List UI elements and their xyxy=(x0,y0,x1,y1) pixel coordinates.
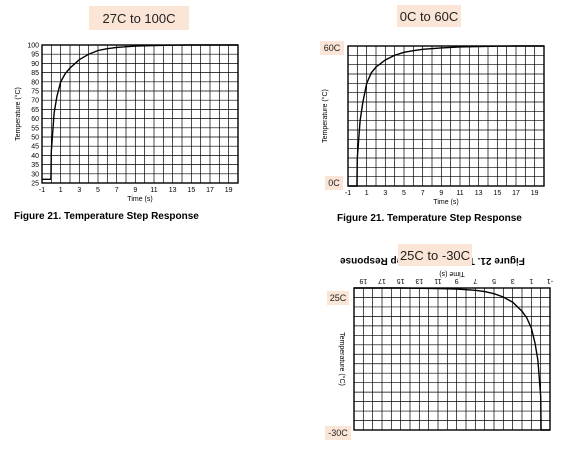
chart-2-series-line xyxy=(348,45,544,187)
chart-1-x-tick-label: 13 xyxy=(169,187,177,194)
chart-3-plot-frame xyxy=(353,287,551,431)
chart-1-x-tick-label: -1 xyxy=(39,187,45,194)
chart-3-x-tick-label: 13 xyxy=(415,277,423,284)
chart-1-y-tick-label: 85 xyxy=(31,70,39,77)
chart-2-y-axis-label: Temperature (°C) xyxy=(321,89,329,143)
chart-1-y-tick-label: 75 xyxy=(31,89,39,96)
chart-panel-3: Figure 21. Temperature Step Response -11… xyxy=(290,240,580,452)
chart-3-x-tick-label: 11 xyxy=(434,277,441,284)
chart-2-x-tick-label: 11 xyxy=(456,190,463,197)
chart-3-x-tick-label: 15 xyxy=(397,277,405,284)
chart-1-x-tick-label: 7 xyxy=(115,187,119,194)
chart-2-x-tick-label: -1 xyxy=(345,190,351,197)
chart-3-x-tick-label: 19 xyxy=(359,277,367,284)
chart-2-x-tick-label: 9 xyxy=(439,190,443,197)
chart-1-y-tick-label: 80 xyxy=(31,79,39,86)
chart-3-x-tick-label: 1 xyxy=(529,277,533,284)
chart-3-x-tick-label: -1 xyxy=(547,277,553,284)
chart-panel-2: 0C to 60C -1 1 3 5 7 9 11 13 15 17 19 Time (s) Tempe… xyxy=(290,0,580,240)
chart-1-y-tick-label: 30 xyxy=(31,171,39,178)
chart-2-grid xyxy=(348,46,544,186)
chart-1-y-axis-label: Temperature (°C) xyxy=(14,87,22,141)
chart-1-x-tick-label: 3 xyxy=(77,187,81,194)
chart-2-title-badge: 0C to 60C xyxy=(397,5,461,27)
chart-2-x-tick-label: 3 xyxy=(383,190,387,197)
chart-3-x-tick-label: 3 xyxy=(511,277,515,284)
chart-1-y-tick-label: 40 xyxy=(31,153,39,160)
chart-3-y-tick-badge: -30C xyxy=(325,426,351,440)
chart-1-y-tick-label: 65 xyxy=(31,107,39,114)
chart-1-title-badge: 27C to 100C xyxy=(89,6,189,30)
chart-2-x-tick-label: 19 xyxy=(531,190,539,197)
chart-3-x-tick-label: 9 xyxy=(455,277,459,284)
chart-3-x-tick-label: 7 xyxy=(473,277,477,284)
chart-1-x-tick-label: 1 xyxy=(59,187,63,194)
chart-1-y-tick-label: 35 xyxy=(31,162,39,169)
chart-1-y-tick-label: 50 xyxy=(31,135,39,142)
chart-2-x-tick-label: 1 xyxy=(365,190,369,197)
chart-2-plot-frame xyxy=(347,45,545,187)
chart-1-y-tick-label: 100 xyxy=(27,43,39,50)
chart-1-grid xyxy=(42,45,238,183)
chart-1-x-tick-label: 19 xyxy=(225,187,233,194)
chart-1-x-tick-label: 9 xyxy=(133,187,137,194)
chart-1-y-tick-label: 25 xyxy=(31,181,39,188)
chart-1-series-line xyxy=(42,44,238,181)
chart-2-caption: Figure 21. Temperature Step Response xyxy=(337,213,522,224)
chart-1-x-axis-label: Time (s) xyxy=(127,196,152,203)
chart-1-x-tick-label: 5 xyxy=(96,187,100,194)
chart-1-x-tick-label: 17 xyxy=(206,187,214,194)
chart-3-grid xyxy=(354,288,550,430)
chart-3-x-tick-label: 17 xyxy=(378,277,386,284)
chart-3-y-tick-badge: 25C xyxy=(327,291,349,305)
chart-1-y-tick-label: 55 xyxy=(31,125,39,132)
chart-1-x-tick-label: 15 xyxy=(187,187,195,194)
chart-1-plot-frame xyxy=(41,44,239,184)
chart-1-caption: Figure 21. Temperature Step Response xyxy=(14,211,199,222)
chart-2-x-tick-label: 15 xyxy=(493,190,501,197)
chart-2-x-tick-label: 5 xyxy=(402,190,406,197)
chart-2-x-axis-label: Time (s) xyxy=(433,199,458,206)
chart-2-y-tick-badge: 0C xyxy=(325,176,343,190)
chart-panel-1: 27C to 100C -1 1 3 5 7 9 11 13 15 17 19 Time (s) Tem… xyxy=(0,0,290,240)
chart-2-x-tick-label: 7 xyxy=(421,190,425,197)
chart-1-y-tick-label: 95 xyxy=(31,52,39,59)
chart-3-y-axis-label: Temperature (°C) xyxy=(338,332,346,386)
chart-1-y-tick-label: 90 xyxy=(31,61,39,68)
chart-3-x-axis-label: Time (s) xyxy=(439,270,464,277)
chart-2-x-tick-label: 13 xyxy=(475,190,483,197)
chart-1-y-tick-label: 70 xyxy=(31,98,39,105)
chart-2-y-tick-badge: 60C xyxy=(320,41,344,55)
chart-1-x-tick-label: 11 xyxy=(150,187,157,194)
chart-3-x-tick-label: 5 xyxy=(492,277,496,284)
chart-3-series-line xyxy=(354,287,550,431)
chart-1-y-tick-label: 60 xyxy=(31,116,39,123)
chart-2-x-tick-label: 17 xyxy=(512,190,520,197)
chart-3-title-badge: 25C to -30C xyxy=(398,244,472,266)
chart-1-y-tick-label: 45 xyxy=(31,144,39,151)
